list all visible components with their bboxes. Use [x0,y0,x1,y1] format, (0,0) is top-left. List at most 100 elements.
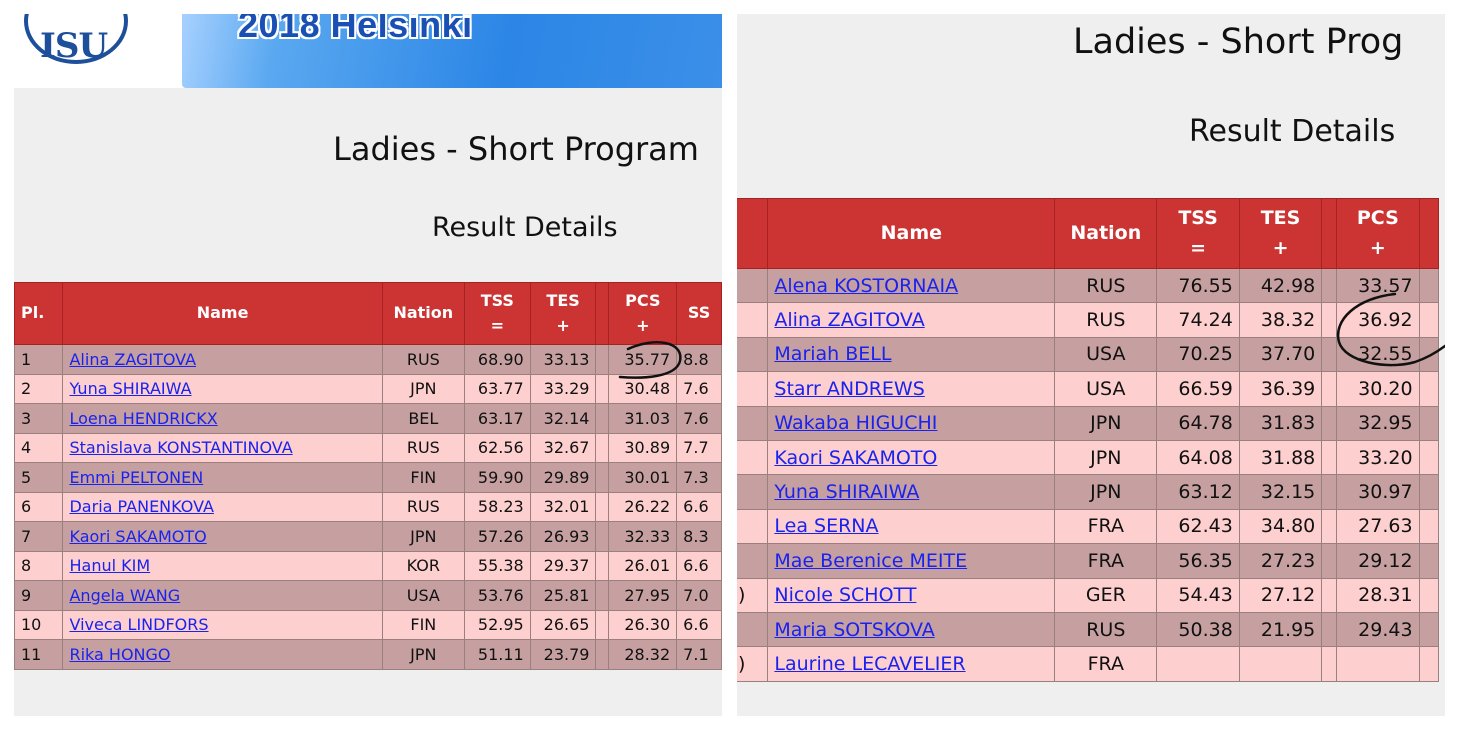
ss-cell: 7.3 [676,462,722,493]
place-cell: 11 [14,639,64,670]
skater-link[interactable]: Yuna SHIRAIWA [774,481,920,504]
tes-cell: 21.95 [1238,611,1323,648]
nation-cell: FRA [1054,543,1158,579]
skater-name-cell: Nicole SCHOTT [767,577,1056,613]
skater-name-cell: Loena HENDRICKX [62,403,383,434]
skater-link[interactable]: Kaori SAKAMOTO [774,446,938,469]
spacer-cell [1321,508,1338,545]
skater-link[interactable]: Maria SOTSKOVA [774,618,935,641]
tes-cell: 32.67 [529,432,597,463]
spacer-cell [1321,646,1338,682]
skater-link[interactable]: Lea SERNA [774,515,879,538]
header-pcs[interactable]: PCS + [608,282,678,345]
spacer-cell [595,373,610,404]
banner-title: 2018 Helsinki [238,14,473,45]
header-tss[interactable]: TSS = [463,282,531,345]
skater-link[interactable]: Yuna SHIRAIWA [69,379,192,399]
tss-cell: 63.17 [463,403,531,434]
pcs-cell: 31.03 [608,403,678,434]
nation-cell: JPN [381,373,465,404]
header-name[interactable]: Name [62,282,383,345]
header-ss[interactable]: SS [676,282,722,345]
header-tes[interactable]: TES + [1238,198,1323,269]
tss-cell: 58.23 [463,491,531,522]
nation-cell: USA [381,580,465,611]
skater-link[interactable]: Alena KOSTORNAIA [774,274,959,297]
header-place[interactable] [737,198,769,269]
skater-link[interactable]: Stanislava KONSTANTINOVA [69,438,293,458]
skater-link[interactable]: Hanul KIM [69,556,151,576]
skater-link[interactable]: Mariah BELL [774,343,892,366]
skater-link[interactable]: Nicole SCHOTT [774,584,917,607]
banner-background [182,14,722,88]
skater-link[interactable]: Kaori SAKAMOTO [69,526,207,546]
ss-cell [1418,611,1440,648]
tes-cell: 33.13 [529,344,597,375]
skater-link[interactable]: Alina ZAGITOVA [774,309,925,332]
header-nation[interactable]: Nation [1054,198,1158,269]
spacer-cell [595,432,610,463]
skater-link[interactable]: Starr ANDREWS [774,377,925,400]
header-tes[interactable]: TES + [529,282,597,345]
tes-cell: 37.70 [1238,336,1323,373]
skater-link[interactable]: Viveca LINDFORS [69,615,209,635]
place-cell [737,267,769,304]
tss-cell: 57.26 [463,521,531,552]
place-cell [737,508,769,545]
skater-link[interactable]: Loena HENDRICKX [69,408,218,428]
skater-name-cell: Stanislava KONSTANTINOVA [62,432,383,463]
skater-name-cell: Maria SOTSKOVA [767,611,1056,648]
ss-cell: 8.3 [676,521,722,552]
skater-link[interactable]: Rika HONGO [69,644,171,664]
header-name[interactable]: Name [767,198,1056,269]
nation-cell: FRA [1054,508,1158,545]
skater-name-cell: Yuna SHIRAIWA [767,474,1056,510]
place-cell [737,543,769,579]
header-pcs[interactable]: PCS + [1336,198,1420,269]
pcs-cell [1336,646,1420,682]
header-nation[interactable]: Nation [381,282,465,345]
skater-link[interactable]: Emmi PELTONEN [69,467,204,487]
spacer-cell [1321,474,1338,510]
table-row: Alina ZAGITOVA RUS 74.24 38.32 36.92 [737,302,1440,338]
header-place[interactable]: Pl. [14,282,64,345]
tes-cell: 23.79 [529,639,597,670]
place-cell [737,439,769,476]
pcs-cell: 29.43 [1336,611,1420,648]
table-row: Maria SOTSKOVA RUS 50.38 21.95 29.43 [737,611,1440,648]
nation-cell: JPN [381,639,465,670]
ss-cell: 7.7 [676,432,722,463]
header-ss [1418,198,1440,269]
place-cell [737,474,769,510]
nation-cell: RUS [1054,302,1158,338]
table-row: 6 Daria PANENKOVA RUS 58.23 32.01 26.22 6.6 [14,491,722,522]
event-banner: ISU 2018 Helsinki [14,14,722,88]
ss-cell: 7.1 [676,639,722,670]
spacer-cell [595,580,610,611]
place-cell: 8 [14,550,64,581]
page-title: Ladies - Short Program [333,130,699,168]
skater-link[interactable]: Alina ZAGITOVA [69,349,197,369]
pcs-cell: 30.20 [1336,371,1420,407]
nation-cell: RUS [381,491,465,522]
ss-cell [1418,405,1440,441]
ss-cell [1418,371,1440,407]
skater-link[interactable]: Laurine LECAVELIER [774,652,966,675]
skater-link[interactable]: Wakaba HIGUCHI [774,412,938,435]
table-row: Starr ANDREWS USA 66.59 36.39 30.20 [737,371,1440,407]
spacer-cell [595,462,610,493]
tes-cell: 25.81 [529,580,597,611]
tes-cell: 42.98 [1238,267,1323,304]
skater-link[interactable]: Daria PANENKOVA [69,497,214,517]
nation-cell: RUS [381,344,465,375]
nation-cell: RUS [1054,267,1158,304]
pcs-cell: 32.95 [1336,405,1420,441]
skater-link[interactable]: Mae Berenice MEITE [774,549,968,572]
ss-cell: 7.6 [676,373,722,404]
table-row: 11 Rika HONGO JPN 51.11 23.79 28.32 7.1 [14,639,722,670]
tss-cell: 62.56 [463,432,531,463]
spacer-cell [1321,611,1338,648]
skater-link[interactable]: Angela WANG [69,585,181,605]
header-tss[interactable]: TSS = [1156,198,1240,269]
place-cell: 1 [14,344,64,375]
